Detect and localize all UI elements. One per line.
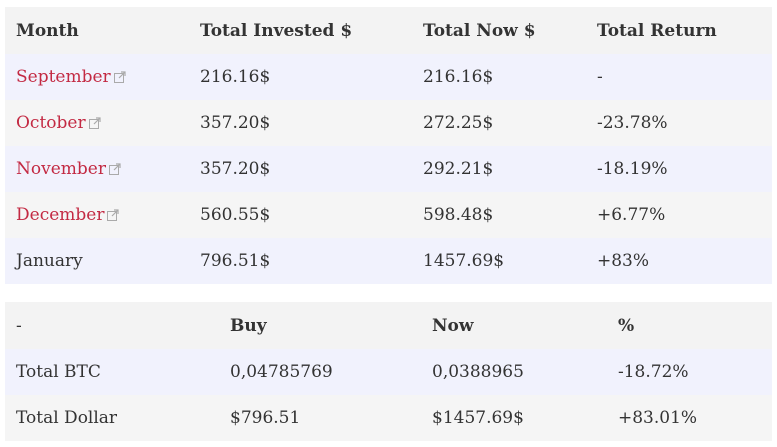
header-total-now: Total Now $ [423, 20, 536, 41]
header-buy: Buy [230, 315, 267, 336]
header-percent: % [618, 315, 635, 336]
external-link-icon [88, 117, 101, 129]
cell-now: 598.48$ [423, 205, 494, 225]
header-month: Month [16, 20, 79, 41]
cell-now: $1457.69$ [432, 408, 524, 428]
cell-month: October [5, 100, 189, 146]
table-row: Total Dollar $796.51 $1457.69$ +83.01% [5, 395, 772, 441]
cell-now: 272.25$ [423, 113, 494, 133]
cell-return: -23.78% [597, 113, 668, 133]
table-header-row: - Buy Now % [5, 302, 772, 349]
cell-buy: $796.51 [230, 408, 301, 428]
table-header-row: Month Total Invested $ Total Now $ Total… [5, 7, 772, 54]
table-row: September 216.16$ 216.16$ - [5, 54, 772, 100]
month-label: November [16, 159, 106, 179]
cell-label: Total Dollar [16, 408, 118, 428]
external-link-icon [113, 71, 126, 83]
cell-now: 1457.69$ [423, 251, 505, 271]
cell-label: Total BTC [16, 362, 101, 382]
external-link-icon [108, 163, 121, 175]
month-link[interactable]: September [16, 67, 126, 87]
cell-invested: 357.20$ [200, 113, 271, 133]
cell-now: 216.16$ [423, 67, 494, 87]
cell-now: 0,0388965 [432, 362, 524, 382]
cell-return: +6.77% [597, 205, 666, 225]
monthly-investment-table: Month Total Invested $ Total Now $ Total… [5, 7, 772, 284]
cell-invested: 796.51$ [200, 251, 271, 271]
cell-month: December [5, 192, 189, 238]
table-row: Total BTC 0,04785769 0,0388965 -18.72% [5, 349, 772, 395]
cell-month: January [16, 251, 83, 271]
external-link-icon [107, 209, 120, 221]
cell-return: - [597, 67, 603, 87]
cell-invested: 357.20$ [200, 159, 271, 179]
header-label: - [16, 315, 22, 336]
cell-invested: 560.55$ [200, 205, 271, 225]
header-total-return: Total Return [597, 20, 717, 41]
month-link[interactable]: December [16, 205, 120, 225]
cell-return: -18.19% [597, 159, 668, 179]
cell-percent: -18.72% [618, 362, 689, 382]
table-row: December 560.55$ 598.48$ +6.77% [5, 192, 772, 238]
month-label: December [16, 205, 105, 225]
cell-invested: 216.16$ [200, 67, 271, 87]
header-now: Now [432, 315, 474, 336]
cell-now: 292.21$ [423, 159, 494, 179]
month-label: October [16, 113, 86, 133]
header-total-invested: Total Invested $ [200, 20, 353, 41]
cell-month: September [5, 54, 189, 100]
totals-table: - Buy Now % Total BTC 0,04785769 0,0388965… [5, 302, 772, 441]
cell-buy: 0,04785769 [230, 362, 333, 382]
cell-percent: +83.01% [618, 408, 698, 428]
month-label: September [16, 67, 111, 87]
cell-return: +83% [597, 251, 650, 271]
month-link[interactable]: November [16, 159, 121, 179]
month-link[interactable]: October [16, 113, 101, 133]
table-row: October 357.20$ 272.25$ -23.78% [5, 100, 772, 146]
table-row: November 357.20$ 292.21$ -18.19% [5, 146, 772, 192]
cell-month: November [5, 146, 189, 192]
table-row: January 796.51$ 1457.69$ +83% [5, 238, 772, 284]
